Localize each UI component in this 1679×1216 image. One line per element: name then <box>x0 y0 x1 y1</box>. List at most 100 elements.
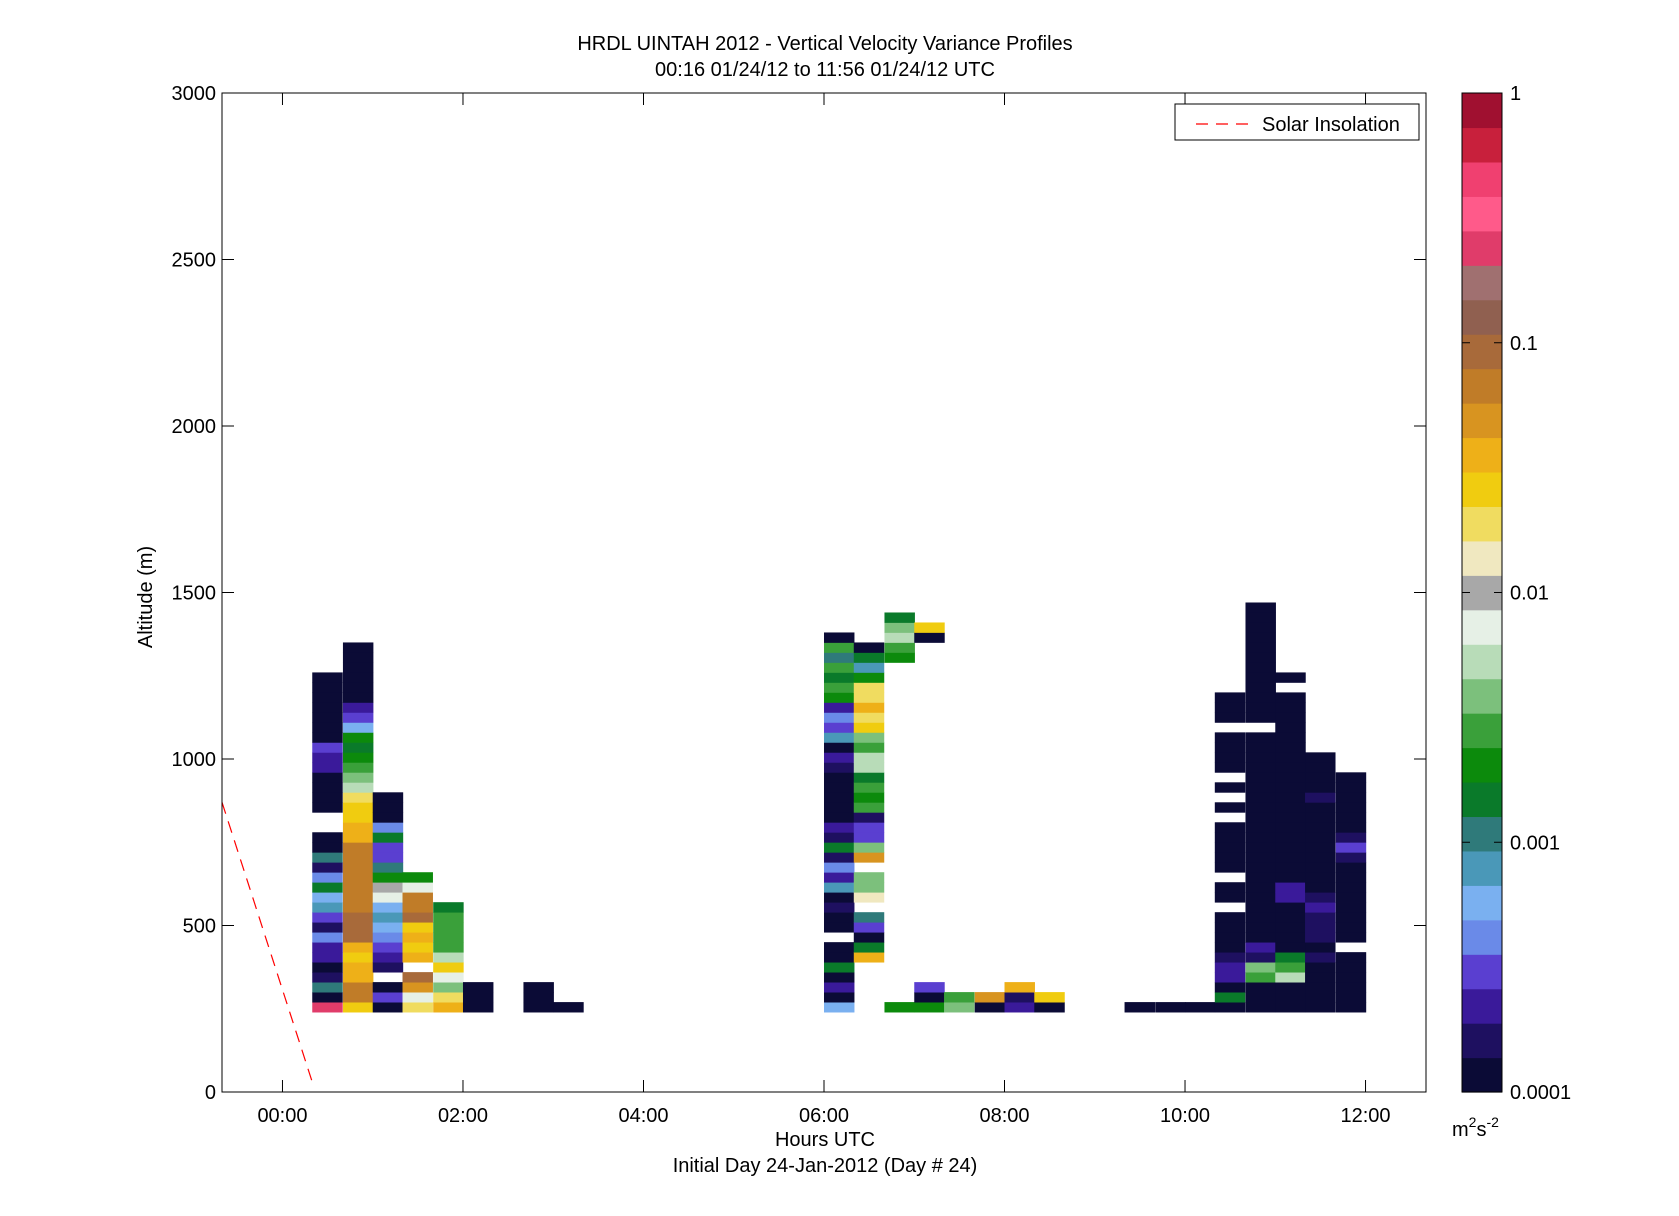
heatmap-cell <box>433 902 464 913</box>
heatmap-cell <box>342 872 374 883</box>
heatmap-cell <box>853 872 885 883</box>
heatmap-cell <box>1245 852 1276 863</box>
heatmap-cell <box>342 772 374 783</box>
heatmap-cell <box>1214 702 1246 713</box>
heatmap-cell <box>1305 982 1336 993</box>
heatmap-cell <box>342 982 374 993</box>
heatmap-cell <box>824 712 855 723</box>
heatmap-cell <box>1245 862 1276 873</box>
heatmap-cell <box>1245 792 1276 803</box>
heatmap-cell <box>372 882 404 893</box>
colorbar-swatch <box>1462 713 1502 749</box>
heatmap-cell <box>1275 792 1306 803</box>
heatmap-cell <box>1245 842 1276 853</box>
heatmap-cell <box>1245 912 1276 923</box>
heatmap-cell <box>1214 892 1246 903</box>
heatmap-cell <box>1214 802 1246 813</box>
heatmap-cell <box>312 732 343 743</box>
heatmap-cell <box>342 722 374 733</box>
heatmap-cell <box>342 992 374 1003</box>
x-axis-sublabel: Initial Day 24-Jan-2012 (Day # 24) <box>673 1155 978 1177</box>
heatmap-cell <box>1214 992 1246 1003</box>
heatmap-cell <box>402 982 433 993</box>
heatmap-cell <box>342 732 374 743</box>
heatmap-cell <box>853 922 885 933</box>
heatmap-cell <box>1305 802 1336 813</box>
heatmap-cell <box>1275 772 1306 783</box>
colorbar-unit: m2s-2 <box>1452 1114 1499 1141</box>
heatmap-cell <box>1245 652 1276 663</box>
heatmap-cell <box>1214 922 1246 933</box>
heatmap-cell <box>1335 822 1367 833</box>
heatmap-cell <box>1305 752 1336 763</box>
heatmap-cell <box>1214 712 1246 723</box>
heatmap-cell <box>312 792 343 803</box>
heatmap-cell <box>1335 782 1367 793</box>
heatmap-cell <box>1275 892 1306 903</box>
heatmap-cell <box>1335 882 1367 893</box>
heatmap-cell <box>1245 662 1276 673</box>
heatmap-cell <box>433 952 464 963</box>
heatmap-cell <box>1275 902 1306 913</box>
heatmap-cell <box>1335 902 1367 913</box>
heatmap-cell <box>402 922 433 933</box>
heatmap-cell <box>1335 772 1367 783</box>
heatmap-cell <box>824 702 855 713</box>
heatmap-cell <box>1214 782 1246 793</box>
heatmap-cell <box>372 872 404 883</box>
heatmap-cell <box>1275 812 1306 823</box>
heatmap-cell <box>1335 812 1367 823</box>
heatmap-cell <box>1245 872 1276 883</box>
heatmap-cell <box>1275 732 1306 743</box>
heatmap-cell <box>312 912 343 923</box>
heatmap-cell <box>372 822 404 833</box>
heatmap-cell <box>1335 862 1367 873</box>
heatmap-cell <box>1245 892 1276 903</box>
heatmap-cell <box>342 842 374 853</box>
heatmap-cell <box>342 662 374 673</box>
heatmap-cell <box>1305 812 1336 823</box>
heatmap-cell <box>312 752 343 763</box>
heatmap-cell <box>853 722 885 733</box>
heatmap-cell <box>1335 852 1367 863</box>
heatmap-cell <box>1275 972 1306 983</box>
x-tick-label: 12:00 <box>1340 1105 1390 1127</box>
heatmap-cell <box>433 932 464 943</box>
heatmap-cell <box>1275 842 1306 853</box>
heatmap-cell <box>342 652 374 663</box>
heatmap-cell <box>1214 1002 1246 1013</box>
heatmap-cell <box>853 882 885 893</box>
heatmap-cell <box>1245 902 1276 913</box>
heatmap-cell <box>853 682 885 693</box>
heatmap-cell <box>824 892 855 903</box>
heatmap-cell <box>1305 822 1336 833</box>
heatmap-cell <box>1275 912 1306 923</box>
heatmap-cell <box>433 992 464 1003</box>
heatmap-cell <box>1245 942 1276 953</box>
heatmap-cell <box>824 952 855 963</box>
heatmap-cell <box>342 932 374 943</box>
legend: Solar Insolation <box>1174 103 1420 141</box>
heatmap-cell <box>372 962 404 973</box>
heatmap-cell <box>1245 922 1276 933</box>
heatmap-cell <box>824 982 855 993</box>
heatmap-cell <box>1275 872 1306 883</box>
colorbar-tick-label: 0.01 <box>1510 583 1549 605</box>
heatmap-cell <box>853 842 885 853</box>
colorbar <box>1462 93 1502 1093</box>
heatmap-cell <box>1245 732 1276 743</box>
heatmap-cell <box>312 902 343 913</box>
heatmap-cell <box>1214 962 1246 973</box>
heatmap-cell <box>914 632 945 643</box>
y-tick-label: 1500 <box>172 583 217 605</box>
heatmap-cell <box>312 932 343 943</box>
heatmap-cell <box>824 752 855 763</box>
y-tick-label: 2500 <box>172 250 217 272</box>
colorbar-swatch <box>1462 230 1502 266</box>
heatmap-cell <box>1275 752 1306 763</box>
heatmap-cell <box>372 912 404 923</box>
heatmap-cell <box>433 962 464 973</box>
y-tick-label: 0 <box>205 1082 216 1104</box>
x-tick-label: 10:00 <box>1160 1105 1210 1127</box>
colorbar-swatch <box>1462 93 1502 129</box>
